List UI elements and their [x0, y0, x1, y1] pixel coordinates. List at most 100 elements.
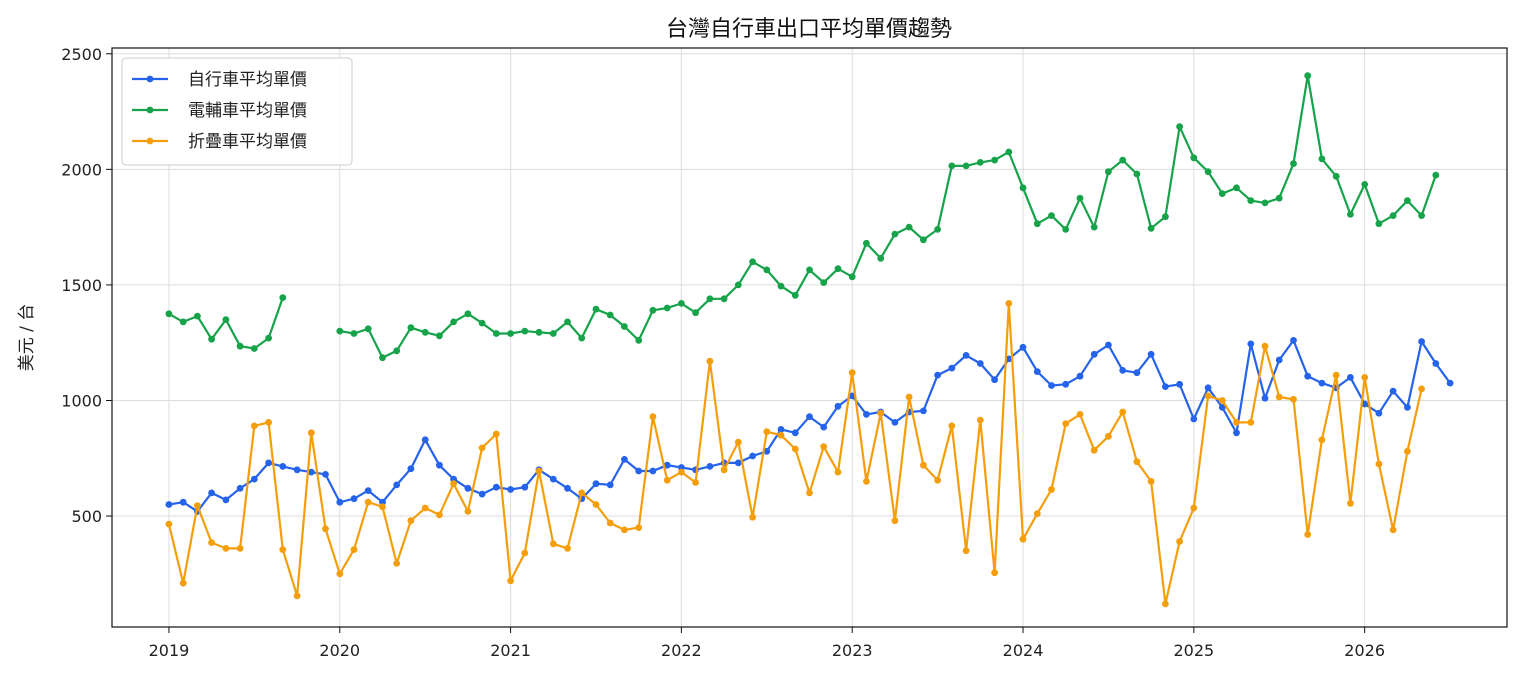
data-point: [621, 526, 628, 534]
data-point: [1204, 392, 1212, 400]
data-point: [1218, 190, 1226, 198]
data-point: [692, 479, 699, 486]
data-point: [436, 332, 443, 340]
data-point: [1389, 212, 1397, 220]
data-point: [1162, 213, 1169, 221]
data-point: [806, 413, 813, 421]
data-point: [165, 501, 173, 508]
data-point: [1119, 156, 1127, 164]
series-3: [165, 300, 1425, 608]
data-point: [749, 452, 756, 460]
data-point: [962, 162, 970, 170]
data-point: [1176, 380, 1183, 388]
data-point: [991, 569, 998, 577]
data-point: [279, 294, 287, 301]
data-point: [236, 545, 244, 552]
legend-item: 折疊車平均單價: [132, 132, 307, 152]
data-point: [1290, 395, 1297, 403]
data-point: [920, 236, 927, 244]
data-point: [336, 498, 344, 506]
data-point: [250, 422, 258, 430]
data-point: [1261, 394, 1269, 402]
data-point: [635, 467, 643, 475]
data-point: [763, 447, 771, 455]
data-point: [621, 456, 628, 463]
data-point: [848, 273, 856, 281]
data-point: [564, 318, 571, 326]
data-point: [663, 476, 671, 484]
data-point: [407, 324, 415, 332]
data-point: [1033, 220, 1041, 228]
data-point: [1090, 223, 1098, 231]
data-point: [450, 318, 457, 326]
data-point: [1275, 356, 1283, 364]
data-point: [421, 328, 429, 336]
data-point: [1404, 197, 1411, 205]
data-point: [1119, 367, 1127, 374]
data-point: [393, 481, 401, 489]
data-point: [791, 429, 799, 437]
data-point: [1147, 478, 1155, 485]
data-point: [1375, 220, 1383, 228]
data-point: [934, 226, 941, 233]
data-point: [920, 461, 927, 469]
data-point: [1048, 382, 1055, 389]
data-point: [649, 413, 657, 421]
axis-ticks: 2019 2020 2021 2022 2023 2024 2025 2026 500 1000 1…: [61, 45, 1385, 660]
data-point: [1418, 385, 1425, 393]
data-point: [834, 265, 842, 273]
data-point: [379, 354, 386, 362]
data-point: [934, 476, 941, 484]
data-point: [820, 443, 828, 451]
data-point: [1162, 383, 1169, 390]
data-point: [1119, 408, 1127, 416]
data-point: [336, 327, 344, 335]
data-point: [934, 371, 941, 379]
data-point: [549, 330, 557, 337]
data-point: [1133, 170, 1141, 178]
y-tick-label: 1000: [61, 391, 102, 410]
legend-label: 自行車平均單價: [188, 70, 307, 90]
data-point: [1233, 429, 1240, 437]
data-point: [734, 459, 742, 467]
x-tick-label: 2023: [832, 641, 873, 660]
data-point: [863, 411, 870, 418]
data-point: [1233, 419, 1240, 426]
x-tick-label: 2025: [1173, 641, 1214, 660]
data-point: [421, 504, 429, 512]
data-point: [549, 540, 557, 548]
data-point: [492, 430, 500, 438]
y-tick-label: 2000: [61, 160, 102, 179]
data-point: [905, 223, 913, 231]
data-point: [848, 369, 856, 377]
data-point: [194, 502, 201, 510]
data-point: [1019, 343, 1027, 351]
data-point: [1261, 342, 1269, 350]
legend-label: 折疊車平均單價: [188, 132, 307, 152]
data-point: [507, 486, 514, 493]
data-point: [564, 545, 571, 552]
data-point: [464, 484, 472, 492]
data-point: [492, 330, 500, 337]
data-point: [407, 465, 415, 473]
data-point: [991, 376, 998, 384]
data-point: [236, 484, 244, 492]
data-point: [1304, 372, 1312, 380]
data-point: [1361, 400, 1369, 408]
data-point: [1290, 160, 1297, 168]
data-point: [1389, 387, 1397, 395]
data-point: [948, 162, 956, 170]
legend-item: 電輔車平均單價: [132, 101, 307, 121]
data-point: [521, 483, 529, 491]
data-point: [1361, 374, 1369, 381]
legend-swatch-marker: [146, 75, 154, 83]
data-point: [606, 519, 614, 527]
data-point: [1247, 419, 1255, 426]
data-point: [1218, 397, 1226, 404]
data-point: [1318, 155, 1326, 163]
data-point: [250, 475, 258, 483]
data-point: [450, 480, 457, 488]
series-2: [165, 72, 1440, 362]
